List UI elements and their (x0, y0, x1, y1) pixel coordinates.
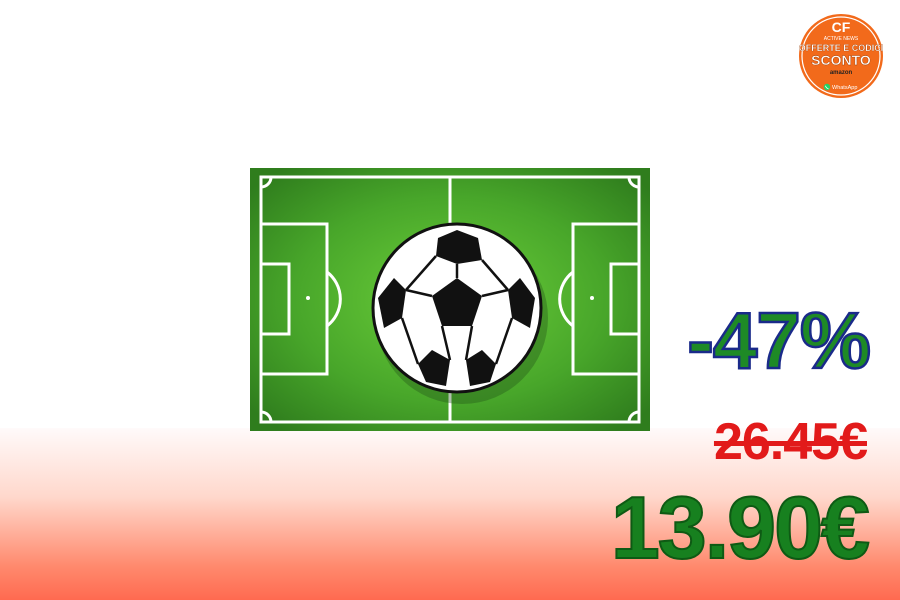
logo-initials: CF (832, 19, 851, 35)
old-price: 26.45€ (713, 413, 868, 471)
whatsapp-icon (823, 83, 831, 91)
logo-line2: SCONTO (811, 52, 871, 68)
logo-tagline: ACTIVE NEWS (824, 36, 859, 42)
brand-logo: CF ACTIVE NEWS OFFERTE E CODICI SCONTO a… (796, 11, 886, 101)
logo-line1: OFFERTE E CODICI (799, 43, 884, 53)
soccer-ball-on-field-image (250, 168, 650, 431)
new-price: 13.90€ (610, 477, 871, 578)
soccer-ball-icon (371, 222, 548, 404)
logo-line4: WhatsApp (832, 85, 857, 91)
discount-percentage: -47% (686, 295, 872, 387)
logo-line3: amazon (830, 70, 853, 76)
bottom-gradient-band (0, 428, 900, 600)
